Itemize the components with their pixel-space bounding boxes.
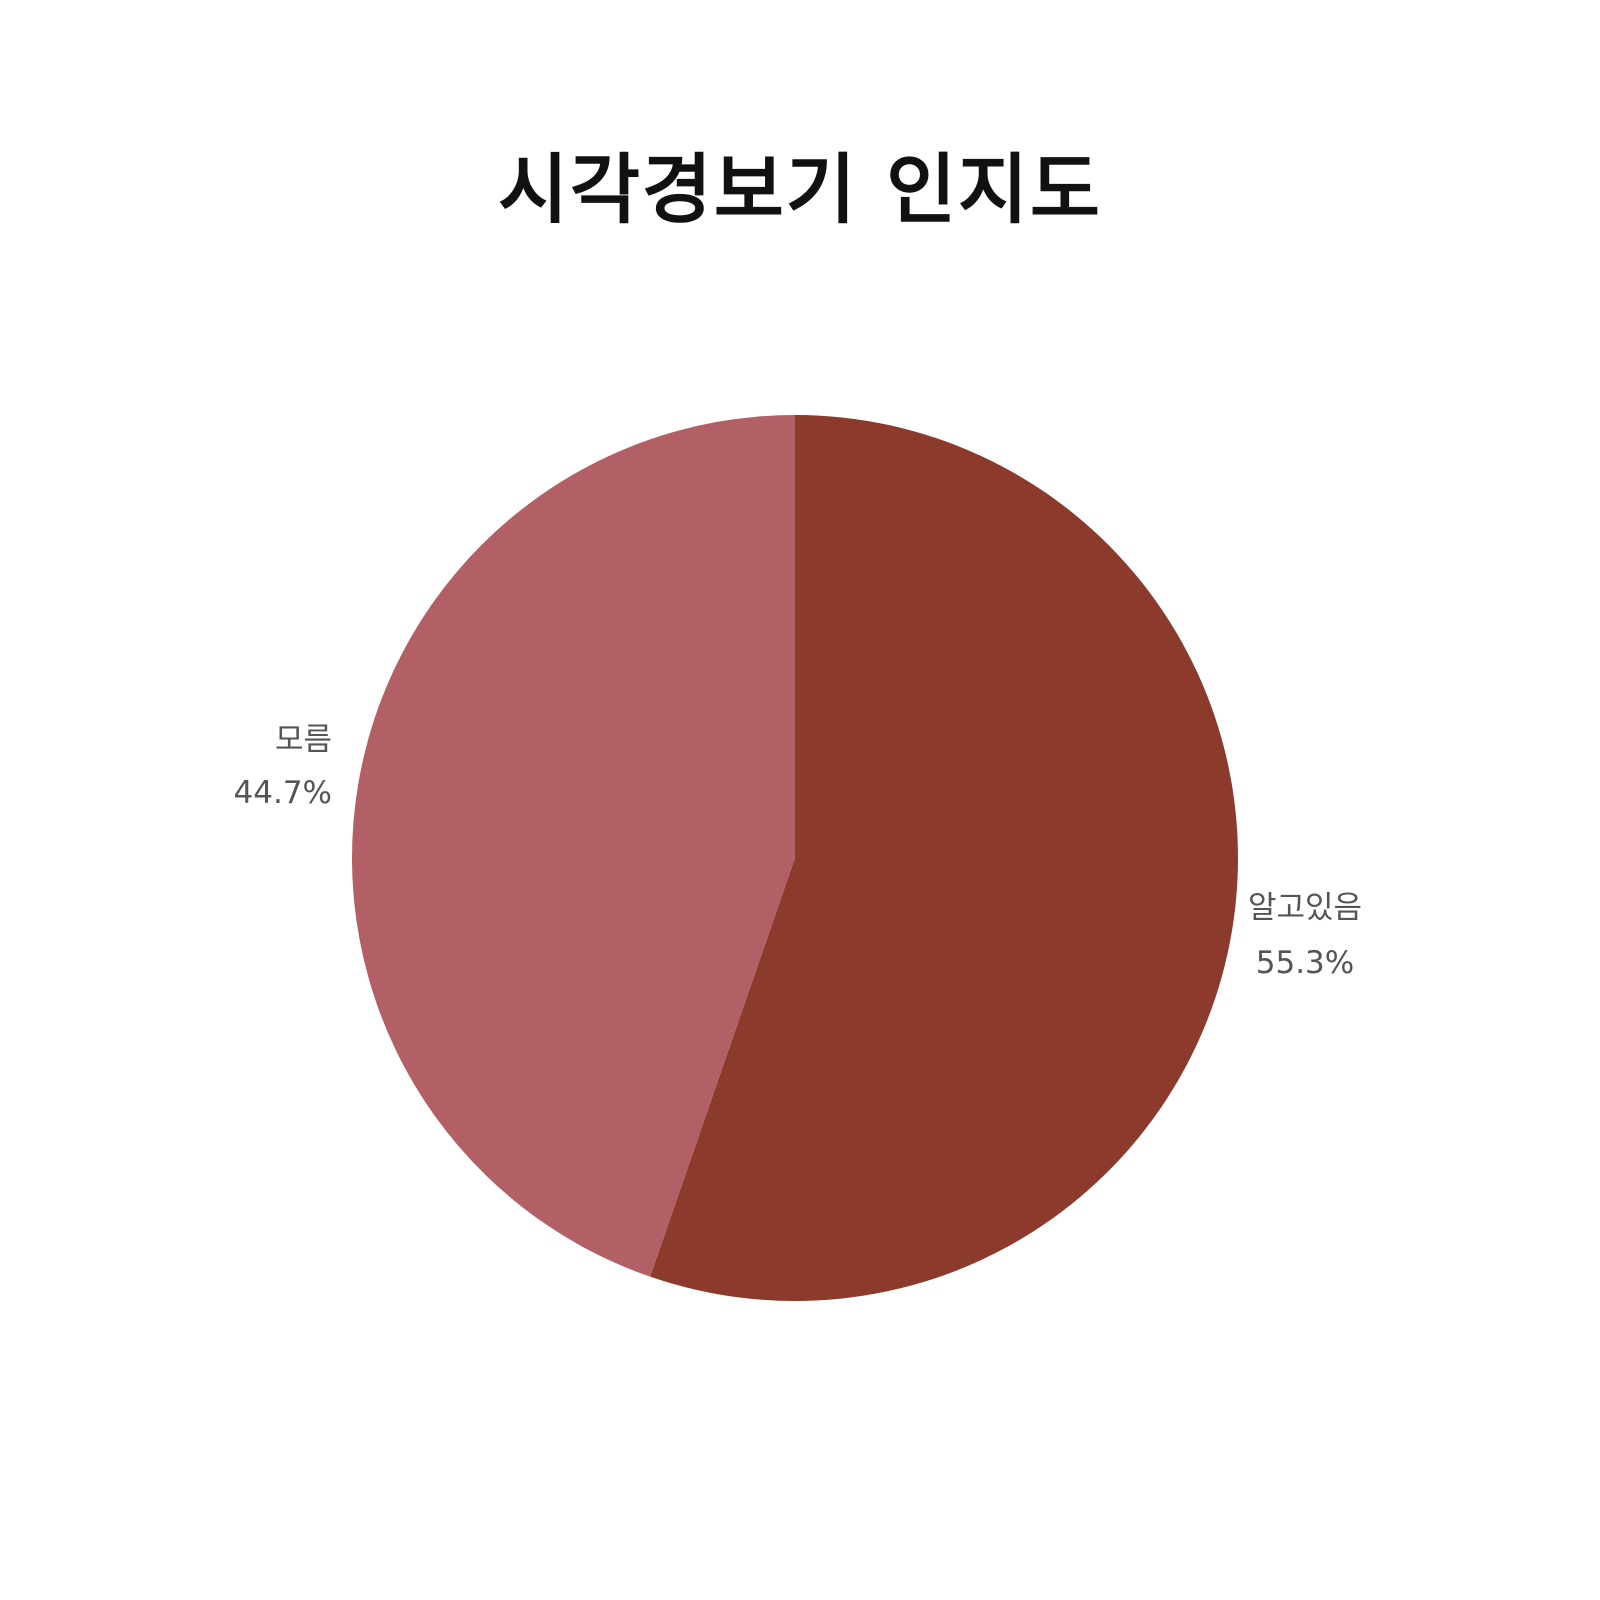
slice-category-label: 모름	[275, 722, 332, 758]
slice-category-label: 알고있음	[1248, 890, 1362, 926]
pie-labels: 알고있음 55.3% 모름 44.7%	[234, 722, 1363, 981]
chart-title: 시각경보기 인지도	[498, 145, 1102, 234]
pie-slice-known	[650, 415, 1238, 1301]
slice-value-label: 44.7%	[234, 775, 332, 811]
slice-label-group: 알고있음 55.3%	[1248, 890, 1362, 981]
slice-value-label: 55.3%	[1256, 945, 1354, 981]
slice-label-group: 모름 44.7%	[234, 722, 332, 811]
pie-slices	[351, 415, 1238, 1301]
pie-slice-unknown	[351, 415, 795, 1277]
